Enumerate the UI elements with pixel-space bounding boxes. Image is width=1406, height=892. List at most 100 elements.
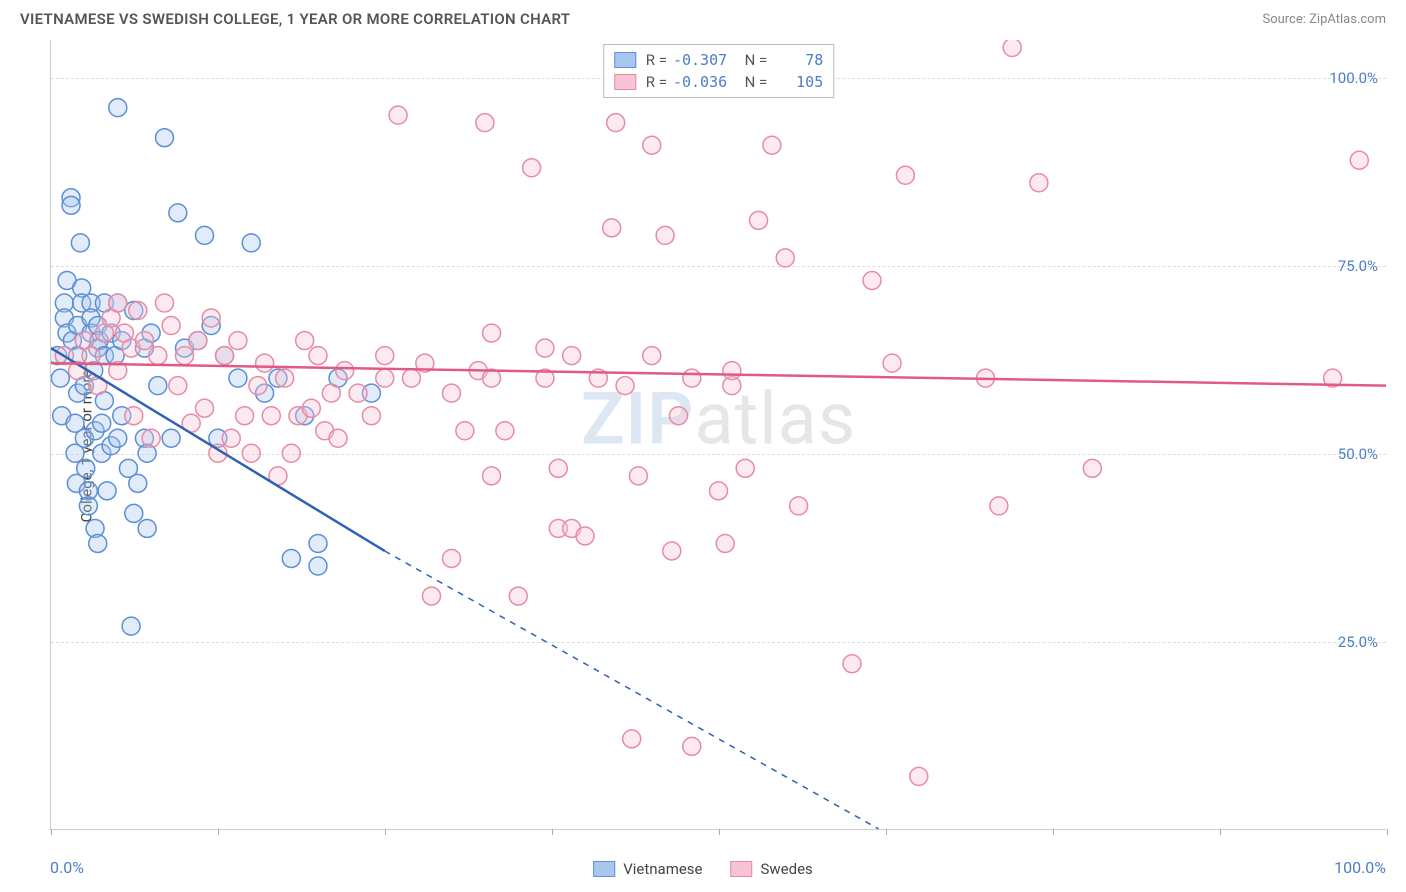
data-point-swedes bbox=[643, 136, 661, 154]
data-point-swedes bbox=[896, 166, 914, 184]
data-point-swedes bbox=[616, 377, 634, 395]
swatch-vietnamese-bottom bbox=[593, 861, 615, 877]
data-point-swedes bbox=[643, 347, 661, 365]
data-point-swedes bbox=[763, 136, 781, 154]
data-point-swedes bbox=[483, 324, 501, 342]
data-point-swedes bbox=[523, 159, 541, 177]
scatter-svg bbox=[51, 40, 1386, 829]
series-legend: Vietnamese Swedes bbox=[593, 860, 813, 878]
data-point-vietnamese bbox=[93, 414, 111, 432]
data-point-swedes bbox=[509, 587, 527, 605]
data-point-vietnamese bbox=[309, 557, 327, 575]
data-point-swedes bbox=[149, 347, 167, 365]
data-point-swedes bbox=[710, 482, 728, 500]
data-point-swedes bbox=[196, 399, 214, 417]
swatch-swedes-bottom bbox=[731, 861, 753, 877]
data-point-swedes bbox=[109, 294, 127, 312]
x-tick bbox=[51, 829, 52, 835]
data-point-swedes bbox=[576, 527, 594, 545]
data-point-swedes bbox=[202, 309, 220, 327]
data-point-swedes bbox=[629, 467, 647, 485]
data-point-swedes bbox=[169, 377, 187, 395]
data-point-vietnamese bbox=[89, 534, 107, 552]
chart-header: VIETNAMESE VS SWEDISH COLLEGE, 1 YEAR OR… bbox=[0, 0, 1406, 34]
data-point-swedes bbox=[603, 219, 621, 237]
swatch-swedes bbox=[614, 74, 636, 90]
data-point-swedes bbox=[549, 459, 567, 477]
data-point-swedes bbox=[790, 497, 808, 515]
data-point-swedes bbox=[222, 429, 240, 447]
data-point-swedes bbox=[910, 767, 928, 785]
data-point-swedes bbox=[607, 114, 625, 132]
data-point-swedes bbox=[376, 347, 394, 365]
data-point-swedes bbox=[322, 384, 340, 402]
data-point-vietnamese bbox=[79, 497, 97, 515]
data-point-swedes bbox=[536, 339, 554, 357]
data-point-swedes bbox=[302, 399, 320, 417]
data-point-swedes bbox=[176, 347, 194, 365]
data-point-vietnamese bbox=[77, 459, 95, 477]
x-tick bbox=[1053, 829, 1054, 835]
data-point-vietnamese bbox=[162, 429, 180, 447]
data-point-swedes bbox=[723, 362, 741, 380]
chart-plot-area: R = -0.307 N = 78 R = -0.036 N = 105 ZIP… bbox=[50, 40, 1386, 830]
data-point-swedes bbox=[216, 347, 234, 365]
data-point-swedes bbox=[1083, 459, 1101, 477]
data-point-swedes bbox=[282, 444, 300, 462]
data-point-swedes bbox=[402, 369, 420, 387]
data-point-swedes bbox=[863, 271, 881, 289]
data-point-vietnamese bbox=[155, 129, 173, 147]
data-point-swedes bbox=[1350, 151, 1368, 169]
data-point-swedes bbox=[135, 332, 153, 350]
legend-item-swedes: Swedes bbox=[731, 860, 813, 878]
data-point-swedes bbox=[456, 422, 474, 440]
x-tick bbox=[719, 829, 720, 835]
trendline-extrapolated-vietnamese bbox=[385, 551, 879, 829]
data-point-swedes bbox=[716, 534, 734, 552]
data-point-vietnamese bbox=[109, 99, 127, 117]
data-point-vietnamese bbox=[125, 504, 143, 522]
data-point-swedes bbox=[736, 459, 754, 477]
data-point-swedes bbox=[125, 407, 143, 425]
data-point-swedes bbox=[336, 362, 354, 380]
data-point-swedes bbox=[496, 422, 514, 440]
data-point-swedes bbox=[155, 294, 173, 312]
data-point-swedes bbox=[443, 384, 461, 402]
data-point-vietnamese bbox=[149, 377, 167, 395]
data-point-vietnamese bbox=[229, 369, 247, 387]
data-point-swedes bbox=[1030, 174, 1048, 192]
data-point-swedes bbox=[563, 347, 581, 365]
data-point-swedes bbox=[349, 384, 367, 402]
data-point-swedes bbox=[362, 407, 380, 425]
correlation-legend: R = -0.307 N = 78 R = -0.036 N = 105 bbox=[603, 44, 835, 98]
data-point-swedes bbox=[162, 317, 180, 335]
x-tick bbox=[886, 829, 887, 835]
data-point-swedes bbox=[883, 354, 901, 372]
data-point-swedes bbox=[229, 332, 247, 350]
data-point-swedes bbox=[990, 497, 1008, 515]
data-point-vietnamese bbox=[98, 482, 116, 500]
data-point-swedes bbox=[683, 737, 701, 755]
data-point-swedes bbox=[623, 730, 641, 748]
data-point-swedes bbox=[249, 377, 267, 395]
data-point-swedes bbox=[750, 211, 768, 229]
data-point-swedes bbox=[476, 114, 494, 132]
data-point-swedes bbox=[1003, 40, 1021, 57]
data-point-vietnamese bbox=[242, 234, 260, 252]
data-point-vietnamese bbox=[138, 519, 156, 537]
chart-source: Source: ZipAtlas.com bbox=[1262, 12, 1386, 27]
data-point-swedes bbox=[189, 332, 207, 350]
data-point-swedes bbox=[389, 106, 407, 124]
data-point-vietnamese bbox=[309, 534, 327, 552]
data-point-swedes bbox=[376, 369, 394, 387]
legend-item-vietnamese: Vietnamese bbox=[593, 860, 702, 878]
data-point-swedes bbox=[656, 226, 674, 244]
data-point-vietnamese bbox=[109, 429, 127, 447]
data-point-swedes bbox=[82, 347, 100, 365]
data-point-swedes bbox=[296, 332, 314, 350]
data-point-swedes bbox=[669, 407, 687, 425]
data-point-swedes bbox=[262, 407, 280, 425]
chart-title: VIETNAMESE VS SWEDISH COLLEGE, 1 YEAR OR… bbox=[20, 10, 570, 28]
data-point-swedes bbox=[309, 347, 327, 365]
data-point-swedes bbox=[276, 369, 294, 387]
